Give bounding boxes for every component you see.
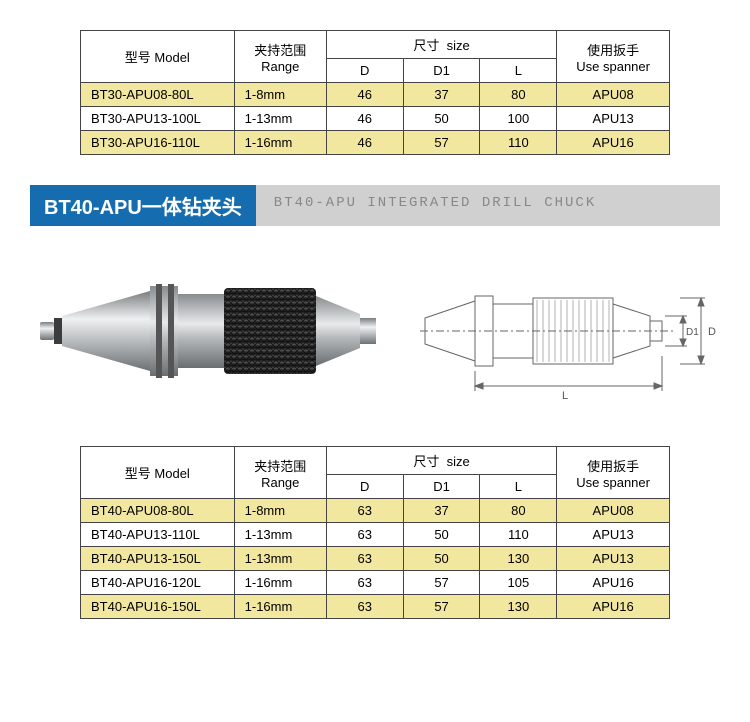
cell-model: BT40-APU16-150L <box>81 595 235 619</box>
table-row: BT40-APU16-120L1-16mm6357105APU16 <box>81 571 670 595</box>
cell-range: 1-13mm <box>234 107 326 131</box>
table-bt40: 型号 Model 夹持范围 Range 尺寸 size 使用扳手 Use spa… <box>80 446 670 619</box>
cell-spanner: APU13 <box>557 107 670 131</box>
th-spanner: 使用扳手 Use spanner <box>557 447 670 499</box>
table-row: BT40-APU13-150L1-13mm6350130APU13 <box>81 547 670 571</box>
cell-spanner: APU16 <box>557 131 670 155</box>
cell-d1: 50 <box>403 547 480 571</box>
cell-l: 105 <box>480 571 557 595</box>
th-d: D <box>326 59 403 83</box>
cell-d: 46 <box>326 83 403 107</box>
th-model: 型号 Model <box>81 447 235 499</box>
cell-d1: 50 <box>403 523 480 547</box>
cell-d1: 50 <box>403 107 480 131</box>
cell-d: 63 <box>326 547 403 571</box>
dim-label-d: D <box>708 326 716 338</box>
spec-table-1: 型号 Model 夹持范围 Range 尺寸 size 使用扳手 Use spa… <box>80 30 670 155</box>
cell-d1: 37 <box>403 499 480 523</box>
cell-d1: 57 <box>403 571 480 595</box>
th-l: L <box>480 475 557 499</box>
cell-l: 130 <box>480 595 557 619</box>
cell-range: 1-13mm <box>234 523 326 547</box>
product-photo <box>30 246 390 416</box>
cell-range: 1-16mm <box>234 595 326 619</box>
cell-l: 110 <box>480 523 557 547</box>
cell-model: BT40-APU13-110L <box>81 523 235 547</box>
cell-range: 1-13mm <box>234 547 326 571</box>
cell-range: 1-8mm <box>234 499 326 523</box>
spec-table-2: 型号 Model 夹持范围 Range 尺寸 size 使用扳手 Use spa… <box>80 446 670 619</box>
cell-d1: 57 <box>403 131 480 155</box>
banner-title: BT40-APU一体钻夹头 <box>30 185 256 226</box>
cell-spanner: APU13 <box>557 523 670 547</box>
cell-l: 80 <box>480 499 557 523</box>
table2-body: BT40-APU08-80L1-8mm633780APU08BT40-APU13… <box>81 499 670 619</box>
th-d: D <box>326 475 403 499</box>
table1-body: BT30-APU08-80L1-8mm463780APU08BT30-APU13… <box>81 83 670 155</box>
cell-l: 130 <box>480 547 557 571</box>
cell-l: 80 <box>480 83 557 107</box>
cell-d: 46 <box>326 107 403 131</box>
cell-model: BT40-APU08-80L <box>81 499 235 523</box>
cell-spanner: APU16 <box>557 595 670 619</box>
table-row: BT40-APU16-150L1-16mm6357130APU16 <box>81 595 670 619</box>
table-row: BT40-APU08-80L1-8mm633780APU08 <box>81 499 670 523</box>
cell-d: 63 <box>326 595 403 619</box>
figure-row: D D1 L <box>30 246 720 416</box>
technical-diagram: D D1 L <box>410 256 720 406</box>
th-size: 尺寸 size <box>326 31 556 59</box>
cell-d: 63 <box>326 571 403 595</box>
cell-d: 63 <box>326 523 403 547</box>
cell-d: 46 <box>326 131 403 155</box>
cell-d: 63 <box>326 499 403 523</box>
cell-l: 110 <box>480 131 557 155</box>
cell-range: 1-16mm <box>234 571 326 595</box>
cell-spanner: APU13 <box>557 547 670 571</box>
th-range: 夹持范围 Range <box>234 447 326 499</box>
cell-spanner: APU16 <box>557 571 670 595</box>
banner-subtitle: BT40-APU INTEGRATED DRILL CHUCK <box>256 185 720 226</box>
cell-spanner: APU08 <box>557 499 670 523</box>
cell-model: BT30-APU13-100L <box>81 107 235 131</box>
th-l: L <box>480 59 557 83</box>
cell-spanner: APU08 <box>557 83 670 107</box>
dim-label-d1: D1 <box>686 327 699 338</box>
th-spanner: 使用扳手 Use spanner <box>557 31 670 83</box>
cell-l: 100 <box>480 107 557 131</box>
table-row: BT40-APU13-110L1-13mm6350110APU13 <box>81 523 670 547</box>
cell-model: BT40-APU13-150L <box>81 547 235 571</box>
th-d1: D1 <box>403 59 480 83</box>
cell-range: 1-8mm <box>234 83 326 107</box>
table-bt30: 型号 Model 夹持范围 Range 尺寸 size 使用扳手 Use spa… <box>80 30 670 155</box>
th-range: 夹持范围 Range <box>234 31 326 83</box>
section-banner: BT40-APU一体钻夹头 BT40-APU INTEGRATED DRILL … <box>30 185 720 226</box>
cell-d1: 37 <box>403 83 480 107</box>
table-row: BT30-APU08-80L1-8mm463780APU08 <box>81 83 670 107</box>
cell-model: BT30-APU08-80L <box>81 83 235 107</box>
th-size: 尺寸 size <box>326 447 556 475</box>
th-d1: D1 <box>403 475 480 499</box>
cell-d1: 57 <box>403 595 480 619</box>
cell-model: BT40-APU16-120L <box>81 571 235 595</box>
cell-model: BT30-APU16-110L <box>81 131 235 155</box>
dim-label-l: L <box>562 390 568 402</box>
th-model: 型号 Model <box>81 31 235 83</box>
table-row: BT30-APU13-100L1-13mm4650100APU13 <box>81 107 670 131</box>
cell-range: 1-16mm <box>234 131 326 155</box>
table-row: BT30-APU16-110L1-16mm4657110APU16 <box>81 131 670 155</box>
